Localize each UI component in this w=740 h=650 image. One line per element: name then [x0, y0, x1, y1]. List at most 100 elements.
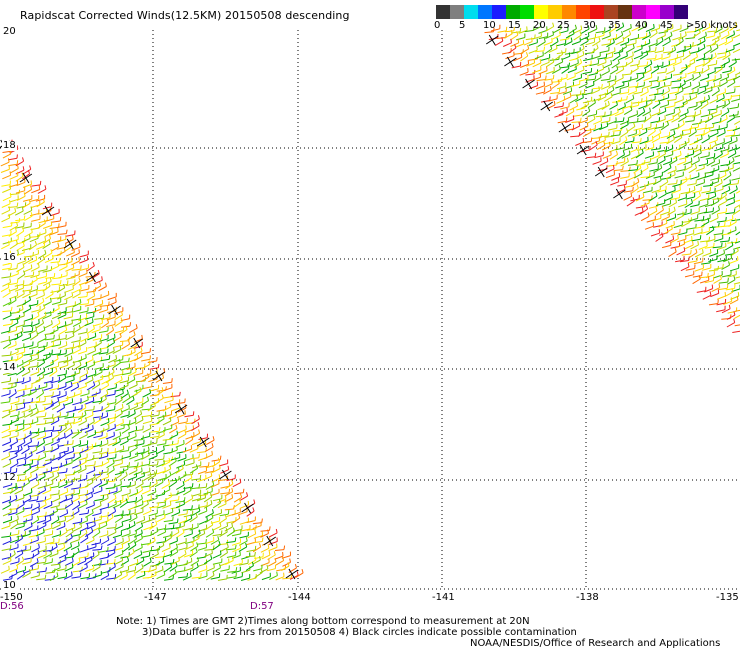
wind-barb [675, 215, 685, 221]
wind-barb [728, 140, 738, 145]
wind-barb [36, 330, 39, 336]
wind-barb [232, 502, 241, 509]
wind-barb [197, 486, 207, 489]
wind-barb [27, 478, 30, 483]
wind-barb [696, 40, 706, 46]
wind-barb [691, 238, 701, 242]
wind-barb [177, 466, 180, 471]
wind-barb [671, 47, 674, 52]
wind-barb [108, 497, 117, 504]
wind-barb [14, 402, 24, 406]
wind-barb [148, 512, 158, 517]
wind-barb [121, 562, 124, 567]
wind-barb [78, 443, 88, 447]
wind-barb [98, 528, 101, 533]
wind-barb [609, 104, 618, 110]
wind-barb [723, 300, 732, 305]
wind-barb [632, 197, 635, 202]
wind-barb [73, 364, 82, 371]
wind-barb [289, 558, 291, 563]
wind-barb [712, 225, 715, 230]
wind-barb [29, 346, 39, 350]
wind-barb [561, 67, 570, 74]
wind-barb [269, 575, 278, 580]
wind-barb [59, 293, 61, 298]
wind-barb [8, 287, 18, 292]
wind-barb [8, 392, 17, 399]
wind-barb [30, 322, 40, 328]
wind-barb [572, 114, 582, 117]
wind-barb [30, 274, 40, 279]
wind-barb [664, 149, 667, 154]
wind-barb [252, 546, 261, 553]
wind-barb [731, 177, 740, 181]
wind-barb [211, 513, 214, 518]
wind-barb [92, 548, 102, 551]
wind-barb [14, 448, 23, 455]
wind-barb [92, 318, 94, 323]
wind-barb [115, 523, 117, 528]
wind-barb [576, 102, 579, 107]
wind-barb [50, 447, 59, 453]
wind-barb [670, 232, 680, 235]
wind-barb [714, 188, 724, 193]
wind-barb [690, 125, 693, 130]
wind-barb [733, 208, 736, 213]
wind-barb [601, 43, 611, 46]
wind-barb [63, 426, 72, 433]
wind-barb [70, 372, 80, 377]
wind-barb [16, 564, 19, 569]
wind-barb [65, 229, 68, 234]
wind-barb [135, 444, 138, 449]
wind-barb [619, 130, 621, 136]
wind-barb [51, 320, 53, 325]
wind-barb [525, 73, 535, 76]
wind-barb [120, 486, 122, 491]
wind-barb [17, 522, 27, 525]
wind-barb [98, 515, 108, 518]
wind-barb [1, 535, 11, 538]
wind-barb [80, 576, 90, 580]
wind-barb [78, 317, 87, 322]
wind-barb [650, 120, 660, 124]
wind-barb [178, 513, 188, 516]
wind-barb [91, 443, 94, 449]
wind-barb [588, 72, 598, 76]
wind-barb [735, 231, 740, 236]
wind-barb [718, 281, 728, 284]
wind-barb [84, 409, 94, 412]
wind-barb [100, 461, 110, 467]
wind-barb [8, 282, 18, 286]
wind-barb [648, 172, 651, 177]
wind-barb [603, 141, 606, 146]
wind-barb [561, 57, 564, 63]
wind-barb [29, 279, 38, 285]
wind-barb [128, 476, 137, 481]
wind-barb [57, 295, 66, 300]
wind-barb [586, 78, 596, 81]
wind-barb [198, 453, 200, 458]
wind-barb [135, 513, 138, 518]
wind-barb [622, 74, 624, 79]
wind-barb [728, 57, 731, 62]
wind-barb [93, 322, 103, 327]
wind-barb [175, 402, 185, 405]
wind-barb [558, 88, 561, 93]
wind-barb [183, 477, 193, 483]
wind-barb [70, 381, 73, 387]
wind-barb [712, 77, 722, 82]
wind-barb [23, 476, 32, 482]
wind-barb [9, 198, 19, 203]
wind-barb [569, 98, 578, 104]
wind-barb [51, 353, 61, 356]
wind-barb [51, 567, 61, 572]
wind-barb [198, 529, 201, 534]
wind-barb [79, 532, 88, 539]
wind-barb [692, 74, 694, 79]
wind-barb [692, 75, 701, 82]
wind-barb [50, 261, 60, 264]
wind-barb [716, 55, 726, 60]
wind-barb [78, 420, 87, 426]
wind-barb [16, 457, 26, 461]
wind-barb [2, 301, 12, 307]
